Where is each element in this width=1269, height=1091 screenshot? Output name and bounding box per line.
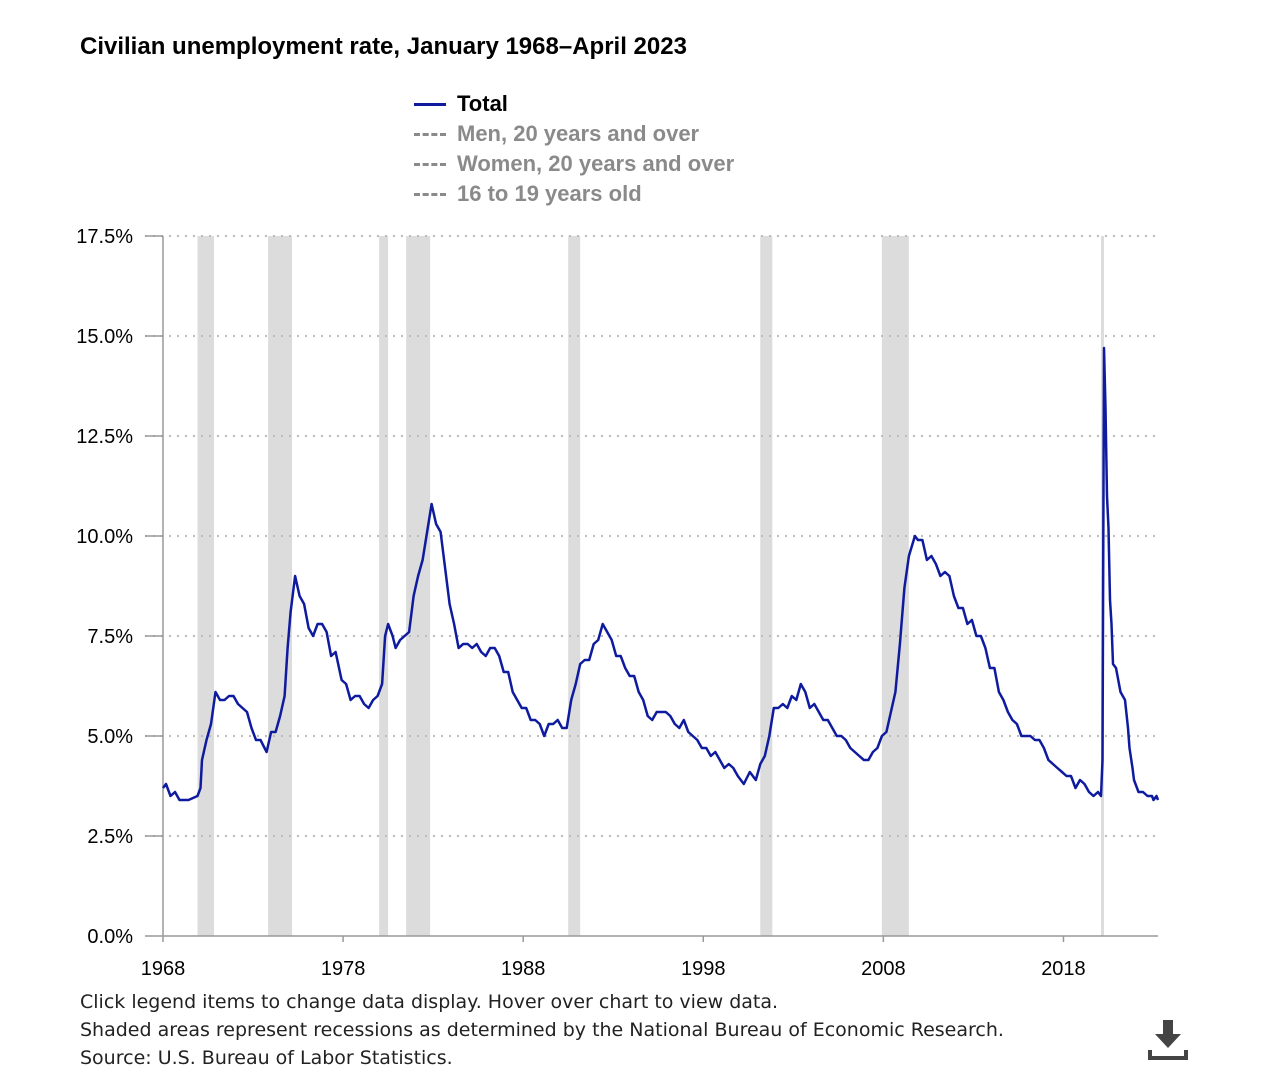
recession-band: [760, 236, 773, 936]
legend-label: Men, 20 years and over: [457, 121, 700, 146]
note-line: Click legend items to change data displa…: [80, 991, 779, 1013]
legend-swatch: [414, 132, 446, 136]
legend-item-men[interactable]: Men, 20 years and over: [414, 119, 734, 149]
recession-band: [268, 236, 293, 936]
legend-item-teens[interactable]: 16 to 19 years old: [414, 179, 734, 209]
x-tick-label: 1968: [141, 958, 186, 980]
recession-band: [379, 236, 389, 936]
y-tick-label: 5.0%: [87, 726, 133, 748]
x-tick-label: 1988: [501, 958, 546, 980]
recession-band: [568, 236, 581, 936]
x-tick-label: 2018: [1041, 958, 1086, 980]
chart-title: Civilian unemployment rate, January 1968…: [80, 33, 687, 60]
x-tick-label: 1978: [321, 958, 366, 980]
y-tick-label: 2.5%: [87, 826, 133, 848]
recession-band: [197, 236, 215, 936]
legend-label: Total: [457, 91, 508, 116]
chart-notes: Click legend items to change data displa…: [80, 988, 1004, 1072]
y-tick-label: 12.5%: [76, 426, 133, 448]
legend-item-women[interactable]: Women, 20 years and over: [414, 149, 734, 179]
series-line-total: [162, 346, 1160, 802]
x-tick-label: 1998: [681, 958, 726, 980]
legend-label: Women, 20 years and over: [457, 151, 735, 176]
y-tick-label: 15.0%: [76, 326, 133, 348]
y-tick-label: 17.5%: [76, 226, 133, 248]
download-icon[interactable]: [1146, 1018, 1190, 1062]
legend-swatch: [414, 162, 446, 166]
note-line: Source: U.S. Bureau of Labor Statistics.: [80, 1047, 453, 1069]
legend-swatch: [414, 102, 446, 106]
recession-band: [406, 236, 431, 936]
x-tick-label: 2008: [861, 958, 906, 980]
y-tick-label: 10.0%: [76, 526, 133, 548]
y-tick-label: 0.0%: [87, 926, 133, 948]
legend-swatch: [414, 192, 446, 196]
legend-label: 16 to 19 years old: [457, 181, 642, 206]
note-line: Shaded areas represent recessions as det…: [80, 1019, 1004, 1041]
legend: Total Men, 20 years and over Women, 20 y…: [414, 89, 734, 209]
legend-item-total[interactable]: Total: [414, 89, 734, 119]
y-tick-label: 7.5%: [87, 626, 133, 648]
